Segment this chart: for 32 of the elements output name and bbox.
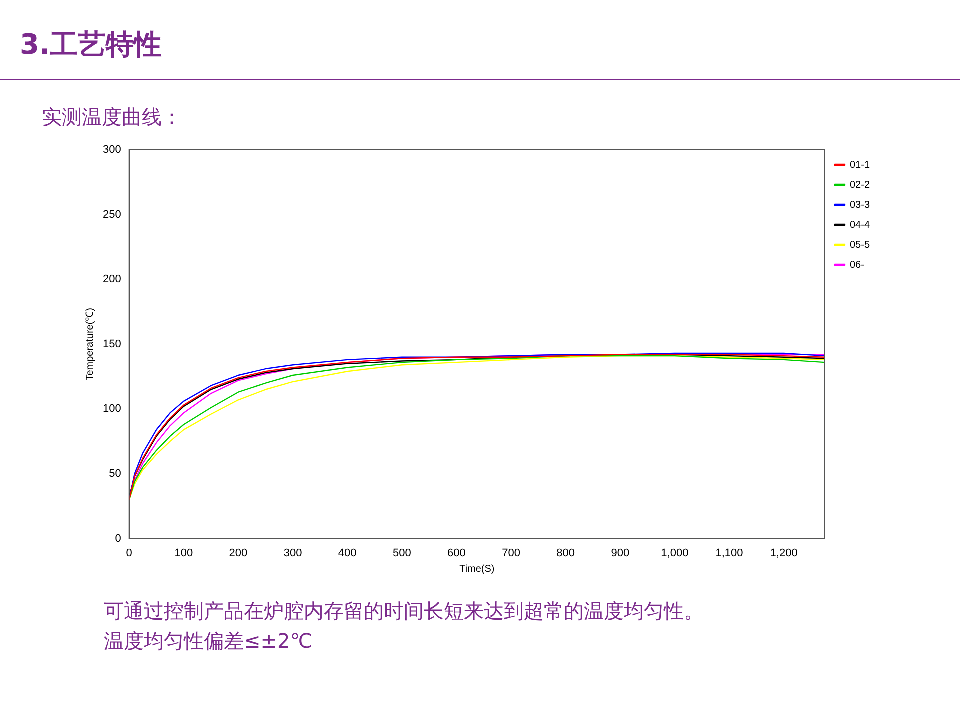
x-tick-label: 300 <box>284 547 302 560</box>
text: 温度均匀性偏差≤±2℃ <box>104 628 314 655</box>
x-tick-label: 0 <box>126 547 132 560</box>
x-axis-title: Time(S) <box>460 564 495 575</box>
y-tick-label: 0 <box>115 532 122 545</box>
legend-label: 02-2 <box>850 180 870 191</box>
y-tick-label: 200 <box>102 274 122 286</box>
y-tick-label: 250 <box>102 208 122 221</box>
y-tick-label: 100 <box>102 403 122 416</box>
legend-label: 04-4 <box>850 220 870 231</box>
y-tick-label: 50 <box>109 468 122 480</box>
x-tick-label: 1,000 <box>661 547 689 560</box>
x-tick-label: 500 <box>392 547 412 560</box>
legend-label: 05-5 <box>850 240 870 251</box>
x-tick-label: 400 <box>338 547 357 560</box>
y-axis-title: Temperature(℃) <box>84 308 96 381</box>
chart-subtitle: 实测温度曲线： <box>42 104 182 131</box>
x-tick-label: 1,200 <box>770 547 798 560</box>
y-tick-label: 300 <box>102 144 122 156</box>
x-tick-label: 600 <box>448 547 466 560</box>
x-tick-label: 900 <box>611 547 630 560</box>
y-tick-label: 150 <box>102 338 122 350</box>
legend-label: 06- <box>850 260 864 271</box>
text: 可通过控制产品在炉腔内存留的时间长短来达到超常的温度均匀性。 <box>104 598 704 625</box>
legend-label: 01-1 <box>850 160 870 171</box>
x-tick-label: 700 <box>502 547 520 560</box>
x-tick-label: 100 <box>174 547 194 560</box>
x-tick-label: 200 <box>229 547 248 560</box>
chart-title: 3.工艺特性 <box>20 27 162 63</box>
x-tick-label: 1,100 <box>716 547 744 560</box>
x-tick-label: 800 <box>556 547 576 560</box>
legend-label: 03-3 <box>850 200 870 211</box>
